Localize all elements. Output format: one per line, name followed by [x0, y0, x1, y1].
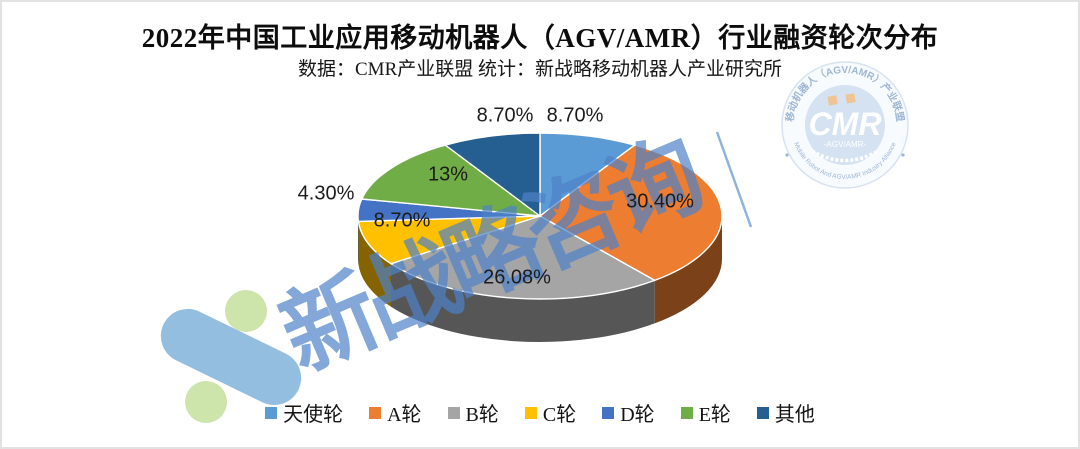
- logo-capsule-shape: [160, 308, 302, 406]
- data-label-A轮: 30.40%: [626, 190, 694, 213]
- data-label-C轮: 8.70%: [373, 209, 431, 232]
- legend-label: E轮: [698, 404, 731, 426]
- logo-green-dot-top: [225, 290, 267, 332]
- badge-sub-label: -AGV/AMR-: [824, 140, 867, 149]
- legend-label: B轮: [465, 404, 499, 426]
- pie-slice-天使轮: [539, 132, 636, 217]
- new-strategy-logo-watermark: [160, 290, 302, 423]
- data-label-天使轮: 8.70%: [546, 104, 604, 127]
- pie-slice-其他: [444, 132, 541, 217]
- watermark-slash: [715, 131, 753, 228]
- legend-item-E轮: E轮: [680, 398, 731, 427]
- legend: 天使轮 A轮 B轮 C轮 D轮 E轮 其他: [0, 398, 1080, 427]
- legend-swatch: [524, 406, 537, 419]
- badge-inner-disc: [805, 85, 885, 165]
- pie-slice-E轮: [361, 144, 541, 217]
- badge-laurel-icon: [811, 149, 879, 163]
- pie-slice-side-B轮: [391, 263, 655, 342]
- pie-slice-A轮: [539, 144, 723, 282]
- chart-title: 2022年中国工业应用移动机器人（AGV/AMR）行业融资轮次分布: [141, 23, 939, 53]
- pie-slice-B轮: [390, 215, 656, 300]
- pie-slice-side-A轮: [654, 216, 722, 324]
- chart-subtitle: 数据：CMR产业联盟 统计：新战略移动机器人产业研究所: [298, 59, 782, 80]
- logo-green-dot-bottom: [185, 381, 227, 423]
- badge-dot-left: [785, 153, 789, 157]
- data-label-E轮: 13%: [427, 163, 469, 186]
- legend-label: A轮: [387, 404, 422, 426]
- data-label-其他: 8.70%: [476, 104, 534, 127]
- legend-swatch: [265, 406, 278, 419]
- badge-flag-icon-left: [827, 95, 838, 106]
- badge-dot-right: [901, 153, 905, 157]
- legend-swatch: [369, 406, 382, 419]
- legend-swatch: [680, 406, 693, 419]
- legend-item-其他: 其他: [756, 398, 815, 427]
- badge-acronym: CMR: [809, 106, 882, 142]
- legend-label: C轮: [542, 404, 577, 426]
- legend-label: D轮: [620, 404, 655, 426]
- legend-item-天使轮: 天使轮: [265, 398, 343, 427]
- legend-label: 天使轮: [283, 404, 344, 426]
- legend-swatch: [602, 406, 615, 419]
- data-label-B轮: 26.08%: [483, 266, 551, 289]
- cmr-alliance-badge-watermark: 移动机器人（AGV/AMR）产业联盟 Mobile Robot And AGV/…: [781, 61, 909, 189]
- pie: [357, 132, 723, 342]
- legend-item-D轮: D轮: [602, 398, 655, 427]
- badge-flag-icon-right: [845, 93, 856, 104]
- legend-swatch: [756, 406, 769, 419]
- legend-item-A轮: A轮: [369, 398, 422, 427]
- pie-slice-C轮: [357, 215, 541, 265]
- pie-slice-side-C轮: [358, 221, 391, 307]
- legend-swatch: [447, 406, 460, 419]
- legend-label: 其他: [774, 404, 815, 426]
- data-label-D轮: 4.30%: [297, 182, 355, 205]
- legend-item-C轮: C轮: [524, 398, 577, 427]
- legend-item-B轮: B轮: [447, 398, 499, 427]
